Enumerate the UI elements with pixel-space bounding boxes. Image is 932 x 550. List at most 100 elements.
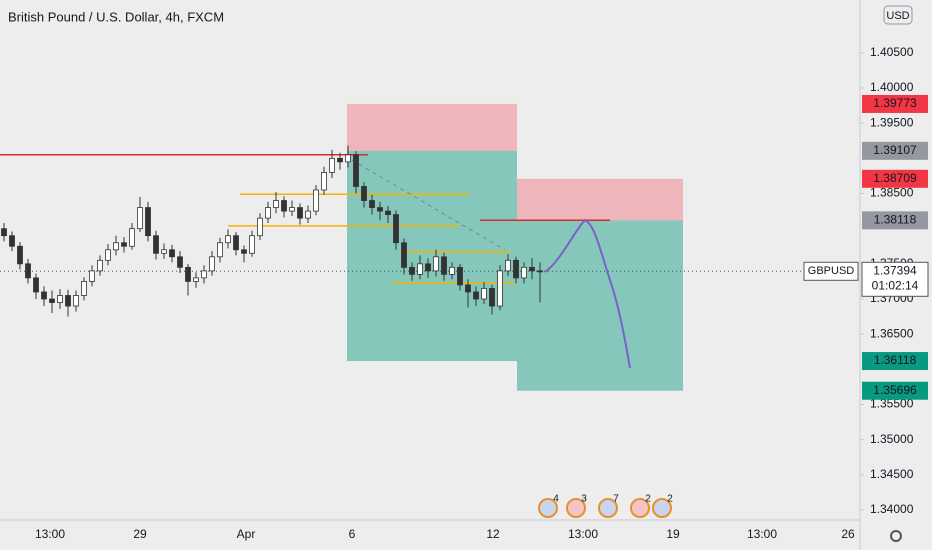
candle-body (481, 288, 487, 300)
candle-body (353, 154, 359, 187)
last-price-label: 1.37394 (873, 263, 917, 277)
stop-zone (347, 103, 517, 151)
candle-body (345, 154, 351, 163)
candle-body (401, 242, 407, 268)
candle-body (153, 235, 159, 254)
candle-body (233, 235, 239, 251)
candle-body (73, 295, 79, 307)
symbol-box (803, 261, 859, 281)
candle-body (97, 259, 103, 272)
candle-body (465, 284, 471, 293)
stop-zone (517, 178, 683, 221)
candle-body (65, 295, 71, 307)
candle-body (1, 228, 7, 237)
candle-body (281, 200, 287, 212)
candle-body (457, 266, 463, 286)
candle-body (425, 263, 431, 272)
candle-body (113, 242, 119, 251)
gear[interactable] (890, 530, 902, 542)
candle-body (449, 266, 455, 275)
event-icon (630, 498, 650, 518)
x-tick-label: 13:00 (35, 527, 65, 541)
settings-icon[interactable] (890, 530, 902, 542)
y-tick-label: 1.34000 (870, 502, 914, 516)
candle-body (33, 277, 39, 293)
candle-body (89, 270, 95, 282)
candle-body (225, 235, 231, 244)
event-count: 2 (645, 494, 651, 505)
event-count: 4 (553, 494, 559, 505)
price-label-box (862, 381, 928, 400)
candle-body (409, 266, 415, 275)
candle-body (369, 200, 375, 208)
y-tick-label: 1.35500 (870, 397, 914, 411)
candle-body (105, 249, 111, 261)
candle-body (201, 270, 207, 279)
candle-body (137, 207, 143, 230)
trend-line (351, 159, 506, 251)
price-label: 1.36118 (874, 353, 917, 367)
price-label-box (862, 352, 928, 371)
candle-body (305, 210, 311, 219)
candle-body (473, 291, 479, 300)
candle-body (489, 288, 495, 307)
last-price-box (861, 261, 929, 297)
event-count: 7 (613, 494, 619, 505)
candle-body (185, 266, 191, 282)
candle-body (521, 266, 527, 279)
candle-body (321, 171, 327, 191)
candle-body (217, 242, 223, 258)
candle-body (209, 256, 215, 272)
x-tick-label: 26 (841, 527, 855, 541)
chart-title: British Pound / U.S. Dollar, 4h, FXCM (8, 9, 224, 24)
candle-body (377, 207, 383, 212)
candle-body (529, 266, 535, 272)
event-icon (538, 498, 558, 518)
y-tick-label: 1.39500 (870, 115, 914, 129)
event-icon (598, 498, 618, 518)
candle-body (25, 263, 31, 279)
candle-body (17, 245, 23, 265)
candle-body (241, 249, 247, 254)
candle-body (433, 256, 439, 272)
x-tick-label: 6 (349, 527, 356, 541)
candle-body (497, 270, 503, 307)
candle-body (41, 291, 47, 300)
candle-body (161, 249, 167, 254)
candle-body (249, 235, 255, 254)
event-icon (566, 498, 586, 518)
projection-curve (544, 218, 631, 369)
candle-body (417, 263, 423, 275)
candle-body (289, 207, 295, 212)
price-label: 1.38118 (874, 213, 917, 227)
candle-body (441, 256, 447, 275)
y-tick-label: 1.35000 (870, 432, 914, 446)
candle-body (265, 207, 271, 219)
candle-body (57, 295, 63, 303)
currency-label[interactable]: USD (886, 10, 909, 22)
candle-body (361, 186, 367, 201)
candle-body (177, 256, 183, 268)
currency-button[interactable] (883, 5, 913, 25)
candle-body (129, 228, 135, 247)
candle-body (49, 298, 55, 303)
candle-body (313, 189, 319, 212)
price-label-box (862, 94, 928, 113)
x-tick-label: 29 (133, 527, 147, 541)
candle-body (337, 157, 343, 163)
candle-body (9, 235, 15, 247)
candle-body (121, 242, 127, 247)
countdown: 01:02:14 (872, 278, 919, 292)
candle-body (513, 259, 519, 279)
candle-body (81, 281, 87, 296)
price-label: 1.39107 (873, 143, 917, 157)
price-label: 1.35696 (873, 383, 917, 397)
candle-body (145, 207, 151, 237)
candle-body (505, 259, 511, 272)
x-tick-label: 12 (486, 527, 500, 541)
price-label: 1.39773 (873, 96, 917, 110)
x-tick-label: Apr (237, 527, 256, 541)
candle-body (193, 277, 199, 282)
candle-body (169, 249, 175, 258)
candle-body (393, 214, 399, 244)
